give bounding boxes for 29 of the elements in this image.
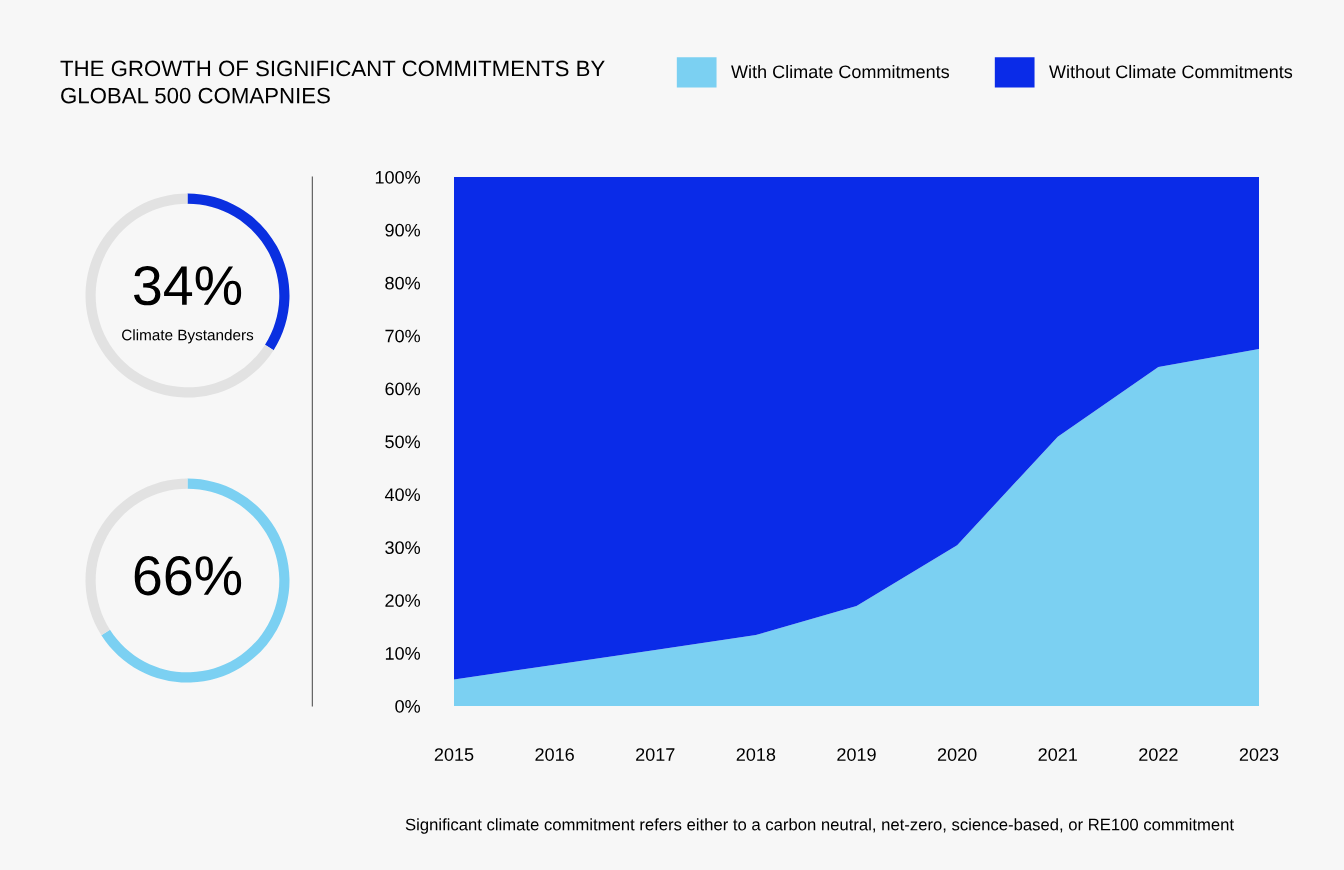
y-tick-label: 10%	[385, 647, 421, 660]
x-tick-label: 2020	[937, 748, 977, 761]
legend-label: Without Climate Commitments	[1049, 64, 1293, 79]
x-tick-label: 2022	[1139, 748, 1178, 761]
chart-title: THE GROWTH OF SIGNIFICANT COMMITMENTS BY GLOBAL 500 COMAPNIES	[60, 60, 605, 104]
x-tick-label: 2021	[1038, 748, 1077, 761]
data-label: 66%	[134, 556, 242, 596]
x-tick-label: 2017	[636, 748, 675, 761]
y-tick-label: 60%	[385, 382, 421, 396]
y-tick-label: 30%	[385, 541, 421, 555]
y-tick-label: 40%	[384, 488, 421, 502]
y-tick-label: 80%	[385, 276, 421, 290]
x-tick-label: 2023	[1239, 748, 1279, 761]
y-tick-label: 70%	[385, 329, 421, 343]
x-tick-label: 2019	[837, 748, 876, 761]
donut-slice	[101, 478, 290, 683]
text: Climate Bystanders	[122, 329, 254, 344]
donut-slice	[85, 193, 274, 398]
x-tick-label: 2015	[434, 748, 474, 761]
y-tick-label: 0%	[395, 699, 421, 713]
data-label: 34%	[134, 265, 242, 306]
y-tick-label: 90%	[385, 223, 421, 237]
y-tick-label: 20%	[385, 594, 421, 607]
legend-label: With Climate Commitments	[731, 64, 950, 79]
y-tick-label: 100%	[375, 170, 421, 184]
y-tick-label: 50%	[385, 435, 421, 449]
text: Significant climate commitment refers either to a carbon neutral, net-zero, science-based, or RE100 commitment	[405, 818, 1234, 834]
x-tick-label: 2018	[736, 748, 776, 761]
x-tick-label: 2016	[535, 748, 574, 761]
